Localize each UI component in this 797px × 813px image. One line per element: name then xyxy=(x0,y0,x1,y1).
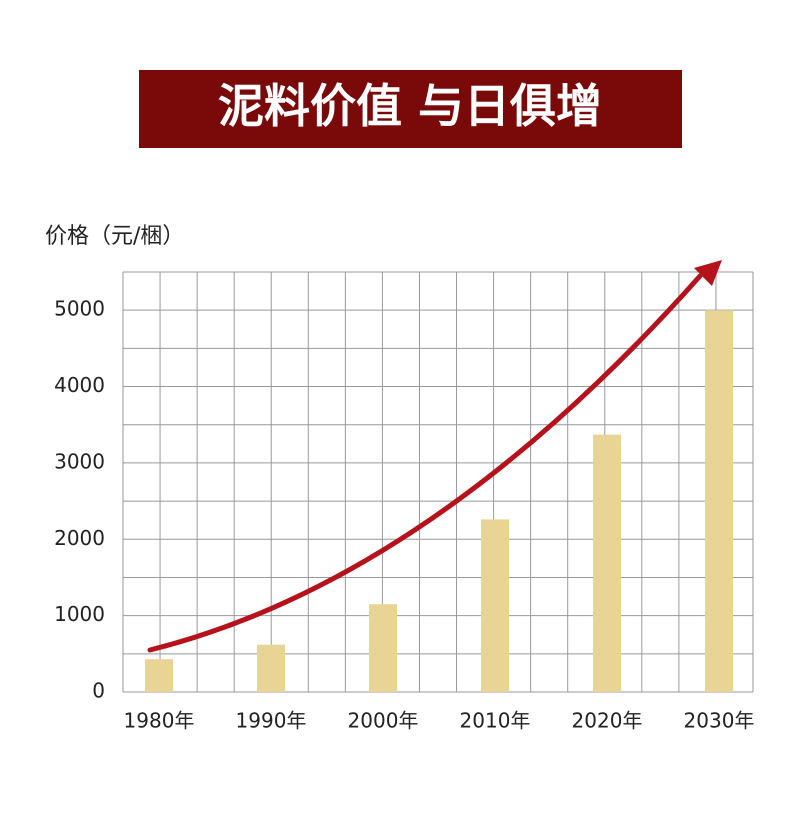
title-box xyxy=(139,70,682,148)
y-axis-label: 价格（元/梱） xyxy=(45,224,184,249)
y-tick-label: 0 xyxy=(92,679,105,703)
x-tick-label: 2000年 xyxy=(348,709,419,733)
bar xyxy=(481,519,509,692)
bar xyxy=(705,310,733,692)
y-tick-label: 4000 xyxy=(54,373,105,397)
bar xyxy=(257,644,285,692)
bar xyxy=(145,659,173,692)
y-tick-label: 2000 xyxy=(54,526,105,550)
x-tick-label: 2010年 xyxy=(460,709,531,733)
bar xyxy=(593,434,621,692)
x-tick-label: 1980年 xyxy=(124,709,195,733)
y-tick-label: 1000 xyxy=(54,602,105,626)
y-tick-label: 3000 xyxy=(54,449,105,473)
x-tick-label: 1990年 xyxy=(236,709,307,733)
bar xyxy=(369,604,397,692)
trend-arrow xyxy=(147,273,703,653)
trend-arrow-head xyxy=(694,260,722,286)
x-tick-label: 2020年 xyxy=(572,709,643,733)
y-tick-label: 5000 xyxy=(54,297,105,321)
x-tick-label: 2030年 xyxy=(684,709,755,733)
chart-title: 泥料价值 与日俱增 xyxy=(218,79,602,133)
